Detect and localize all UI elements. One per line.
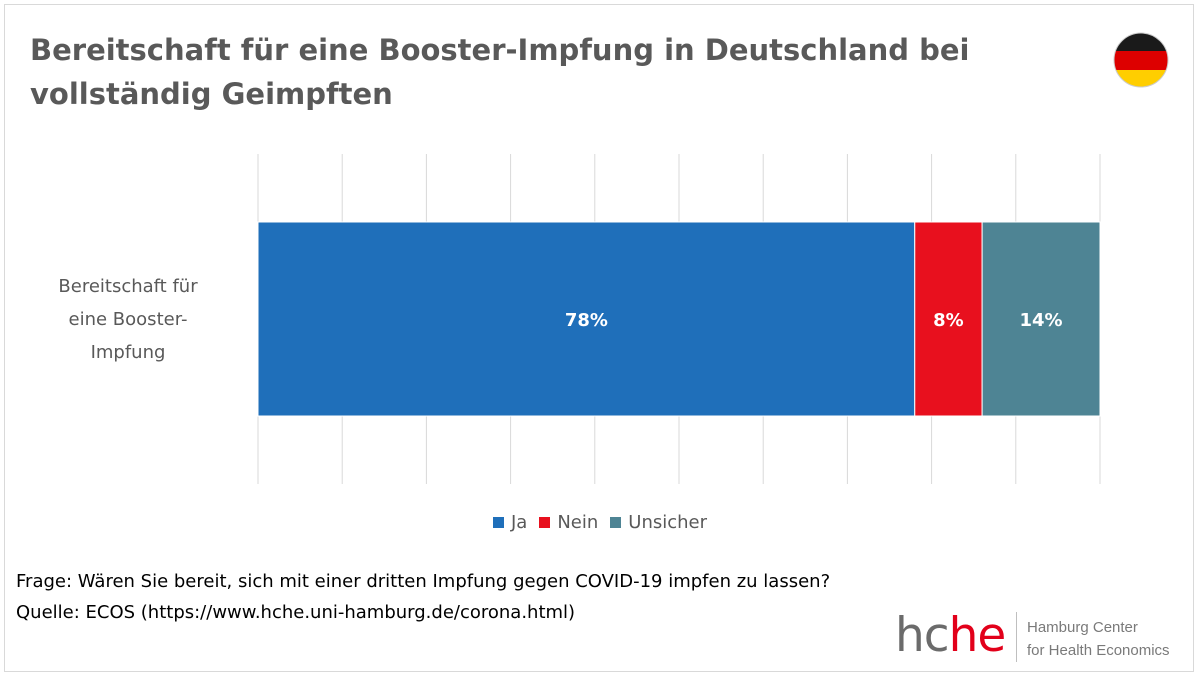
- chart-title: Bereitschaft für eine Booster-Impfung in…: [30, 33, 970, 111]
- logo-text: Hamburg Center for Health Economics: [1027, 616, 1170, 662]
- germany-flag-icon: [1113, 32, 1169, 88]
- legend-swatch: [610, 517, 622, 528]
- bar-segments: [257, 221, 1101, 417]
- logo-text-line1: Hamburg Center: [1027, 619, 1138, 636]
- bar-segment-unsicher: [981, 221, 1101, 417]
- logo-divider: [1016, 612, 1017, 662]
- bar-data-labels: 78% 8% 14%: [565, 310, 1063, 331]
- data-label-unsicher: 14%: [1020, 310, 1063, 331]
- hche-logo: hche Hamburg Center for Health Economics: [895, 606, 1195, 666]
- legend-item-ja: Ja: [492, 512, 528, 533]
- legend-item-unsicher: Unsicher: [610, 512, 707, 533]
- legend-label: Nein: [557, 512, 599, 533]
- footer-notes: Frage: Wären Sie bereit, sich mit einer …: [16, 566, 876, 628]
- bar-segment-ja: [257, 221, 916, 417]
- legend-label: Unsicher: [628, 512, 708, 533]
- logo-text-line2: for Health Economics: [1027, 642, 1170, 659]
- legend-swatch: [492, 517, 504, 528]
- legend-label: Ja: [510, 512, 528, 533]
- legend-item-nein: Nein: [539, 512, 598, 533]
- hche-logo-mark: hche: [895, 608, 1006, 663]
- chart-legend: Ja Nein Unsicher: [0, 512, 1200, 533]
- source-note: Quelle: ECOS (https://www.hche.uni-hambu…: [16, 602, 576, 623]
- data-label-ja: 78%: [565, 310, 608, 331]
- bar-segment-nein: [914, 221, 983, 417]
- category-label: Bereitschaft für eine Booster- Impfung: [58, 276, 198, 363]
- legend-swatch: [539, 517, 551, 528]
- data-label-nein: 8%: [933, 310, 964, 331]
- chart-frame: [4, 4, 1194, 672]
- survey-question: Frage: Wären Sie bereit, sich mit einer …: [16, 571, 831, 592]
